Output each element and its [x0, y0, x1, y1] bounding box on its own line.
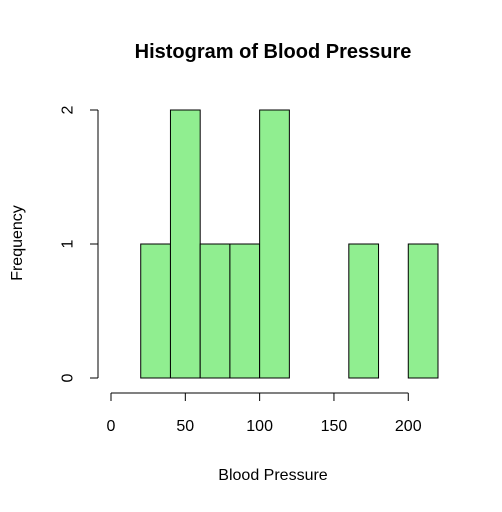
histogram-bar — [259, 109, 290, 379]
y-tick-label: 2 — [60, 105, 77, 114]
x-tick-label: 0 — [107, 418, 116, 435]
x-tick-label: 100 — [246, 418, 273, 435]
x-axis: 0 50 100 150 200 — [107, 392, 422, 435]
chart-title: Histogram of Blood Pressure — [135, 41, 412, 63]
x-tick-label: 50 — [176, 418, 194, 435]
bars-group — [140, 109, 439, 379]
histogram-bar — [140, 243, 171, 379]
histogram-bar — [199, 243, 231, 379]
x-axis-label: Blood Pressure — [218, 467, 327, 484]
histogram-bar — [169, 109, 201, 379]
y-axis: 0 1 2 — [60, 105, 99, 382]
histogram-bar — [407, 243, 439, 379]
y-tick-label: 0 — [60, 373, 77, 382]
x-tick-label: 200 — [395, 418, 422, 435]
x-tick-label: 150 — [321, 418, 348, 435]
histogram-bar — [348, 243, 380, 379]
y-axis-label: Frequency — [9, 205, 26, 281]
y-tick-label: 1 — [60, 239, 77, 248]
histogram-bar — [229, 243, 261, 379]
